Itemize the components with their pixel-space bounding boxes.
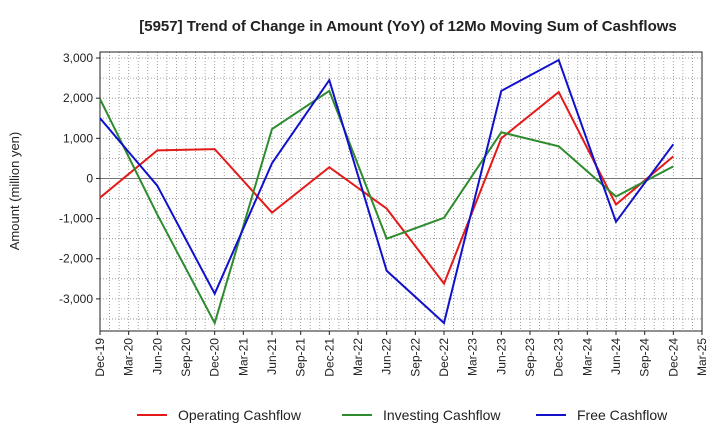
y-axis-label: Amount (million yen) [7, 132, 22, 251]
chart-title: [5957] Trend of Change in Amount (YoY) o… [139, 18, 677, 35]
x-tick-label: Jun-24 [609, 338, 623, 375]
y-tick-label: -2,000 [59, 252, 93, 266]
legend-label: Investing Cashflow [383, 407, 501, 423]
x-tick-label: Mar-21 [236, 338, 250, 376]
x-tick-label: Mar-20 [122, 338, 136, 376]
legend-label: Free Cashflow [577, 407, 668, 423]
x-axis: Dec-19 Mar-20 Jun-20 Sep-20 Dec-20 Mar-21 Jun-… [93, 331, 709, 377]
legend-label: Operating Cashflow [178, 407, 302, 423]
x-tick-label: Sep-20 [179, 338, 193, 377]
x-tick-label: Jun-23 [494, 338, 508, 375]
grid [99, 52, 703, 331]
x-tick-label: Sep-23 [523, 338, 537, 377]
y-tick-label: 3,000 [63, 51, 93, 65]
y-tick-label: 1,000 [63, 131, 93, 145]
x-tick-label: Dec-22 [437, 338, 451, 377]
x-tick-label: Sep-24 [638, 338, 652, 377]
x-tick-label: Mar-23 [466, 338, 480, 376]
plot-area [99, 51, 703, 332]
x-tick-label: Dec-24 [666, 338, 680, 377]
legend-item-operating-cashflow: Operating Cashflow [137, 407, 302, 423]
series-line-operating-cashflow [99, 90, 674, 286]
legend-item-investing-cashflow: Investing Cashflow [342, 407, 501, 423]
y-tick-label: 0 [86, 171, 93, 185]
x-tick-label: Dec-21 [322, 338, 336, 377]
series-line-free-cashflow [99, 58, 675, 325]
x-tick-label: Mar-25 [695, 338, 709, 376]
x-tick-label: Dec-20 [208, 338, 222, 377]
series-layer [99, 58, 675, 326]
y-axis: 3,000 2,000 1,000 0 -1,000 -2,000 -3,000 [59, 51, 100, 306]
x-tick-label: Dec-23 [552, 338, 566, 377]
x-tick-label: Mar-24 [580, 338, 594, 376]
y-tick-label: -3,000 [59, 292, 93, 306]
x-tick-label: Sep-22 [408, 338, 422, 377]
x-tick-label: Mar-22 [351, 338, 365, 376]
x-tick-label: Jun-21 [265, 338, 279, 375]
legend: Operating Cashflow Investing Cashflow Free… [137, 407, 668, 423]
x-tick-label: Dec-19 [93, 338, 107, 377]
y-tick-label: 2,000 [63, 91, 93, 105]
series-line-investing-cashflow [99, 89, 674, 326]
x-tick-label: Sep-21 [294, 338, 308, 377]
legend-item-free-cashflow: Free Cashflow [536, 407, 668, 423]
x-tick-label: Jun-22 [380, 338, 394, 375]
x-tick-label: Jun-20 [150, 338, 164, 375]
y-tick-label: -1,000 [59, 212, 93, 226]
